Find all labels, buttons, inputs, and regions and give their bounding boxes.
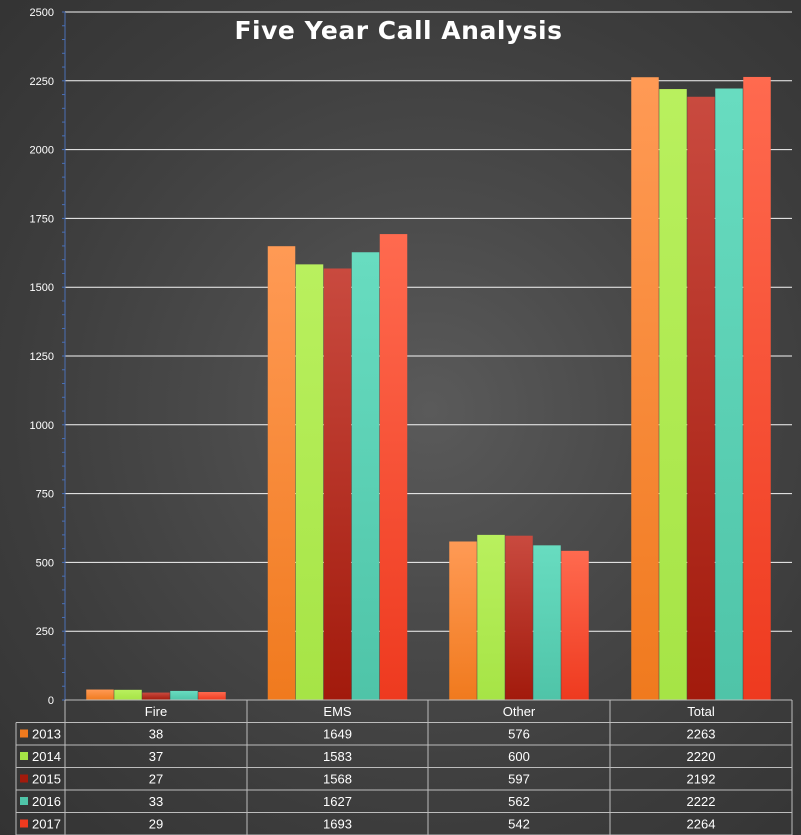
y-tick-label: 1500 xyxy=(30,282,54,294)
y-tick-label: 2250 xyxy=(30,76,54,88)
series-label-2017: 2017 xyxy=(32,817,61,832)
table-cell-2014-ems: 1583 xyxy=(323,749,352,764)
table-cell-2015-total: 2192 xyxy=(687,772,716,787)
table-cell-2017-total: 2264 xyxy=(687,817,716,832)
category-label-ems: EMS xyxy=(323,704,352,719)
bar-fire-2014 xyxy=(114,689,142,700)
y-tick-label: 1250 xyxy=(30,351,54,363)
table-cell-2016-fire: 33 xyxy=(149,794,163,809)
bar-total-2014 xyxy=(659,89,687,700)
table-cell-2014-other: 600 xyxy=(508,749,530,764)
y-tick-label: 0 xyxy=(48,695,54,707)
bar-other-2013 xyxy=(449,541,477,700)
bar-ems-2013 xyxy=(267,246,296,701)
series-label-2014: 2014 xyxy=(32,749,61,764)
y-tick-label: 250 xyxy=(36,626,54,638)
category-label-other: Other xyxy=(503,704,536,719)
bar-ems-2017 xyxy=(379,234,408,700)
bar-ems-2014 xyxy=(295,264,324,700)
legend-key-2013 xyxy=(20,729,28,738)
series-label-2013: 2013 xyxy=(32,727,61,742)
legend-key-2017 xyxy=(20,819,28,828)
bar-other-2015 xyxy=(505,535,533,700)
bar-fire-2016 xyxy=(170,690,198,700)
bar-ems-2015 xyxy=(323,268,352,700)
y-tick-label: 1000 xyxy=(30,420,54,432)
series-label-2015: 2015 xyxy=(32,772,61,787)
table-cell-2014-total: 2220 xyxy=(687,749,716,764)
bar-fire-2013 xyxy=(86,689,114,700)
bar-total-2015 xyxy=(687,96,715,700)
table-cell-2016-other: 562 xyxy=(508,794,530,809)
table-cell-2017-ems: 1693 xyxy=(323,817,352,832)
table-cell-2015-other: 597 xyxy=(508,772,530,787)
y-tick-label: 500 xyxy=(36,557,54,569)
series-label-2016: 2016 xyxy=(32,794,61,809)
table-cell-2013-ems: 1649 xyxy=(323,727,352,742)
y-tick-label: 2000 xyxy=(30,145,54,157)
table-cell-2015-ems: 1568 xyxy=(323,772,352,787)
y-tick-label: 1750 xyxy=(30,213,54,225)
legend-key-2014 xyxy=(20,752,28,760)
bar-total-2017 xyxy=(743,76,771,700)
y-tick-label: 2500 xyxy=(30,7,54,19)
bar-ems-2016 xyxy=(351,252,380,700)
table-cell-2015-fire: 27 xyxy=(149,772,163,787)
bar-fire-2015 xyxy=(142,692,170,700)
category-label-fire: Fire xyxy=(145,704,167,719)
bar-other-2017 xyxy=(561,550,589,700)
bar-total-2016 xyxy=(715,88,743,700)
table-cell-2013-total: 2263 xyxy=(687,727,716,742)
bar-other-2016 xyxy=(533,545,561,700)
table-cell-2017-fire: 29 xyxy=(149,817,163,832)
table-cell-2014-fire: 37 xyxy=(149,749,163,764)
bar-other-2014 xyxy=(477,534,505,700)
table-cell-2013-fire: 38 xyxy=(149,727,163,742)
bar-total-2013 xyxy=(631,77,659,700)
chart-title: Five Year Call Analysis xyxy=(234,16,563,45)
y-tick-label: 750 xyxy=(36,489,54,501)
table-cell-2013-other: 576 xyxy=(508,727,530,742)
table-cell-2017-other: 542 xyxy=(508,817,530,832)
legend-key-2016 xyxy=(20,797,28,805)
legend-key-2015 xyxy=(20,774,28,783)
bar-fire-2017 xyxy=(198,692,226,700)
table-cell-2016-ems: 1627 xyxy=(323,794,352,809)
table-cell-2016-total: 2222 xyxy=(687,794,716,809)
category-label-total: Total xyxy=(687,704,715,719)
